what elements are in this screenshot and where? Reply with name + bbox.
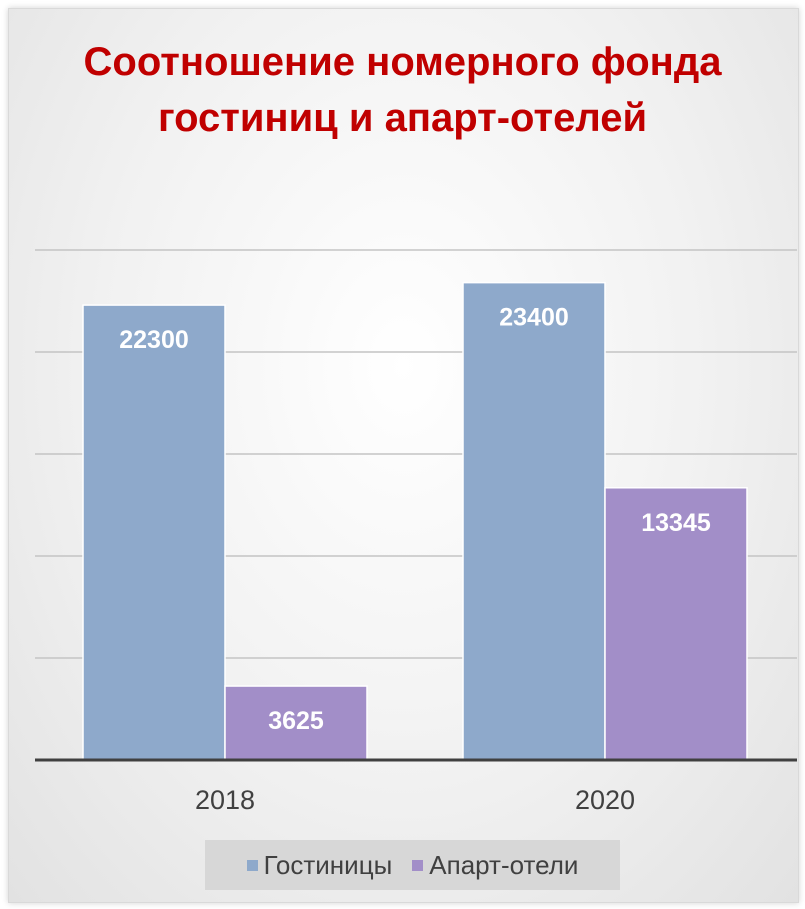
bar (462, 281, 606, 761)
legend-item-apart-hotels: Апарт-отели (412, 850, 578, 881)
chart-title: Соотношение номерного фонда гостиниц и а… (83, 40, 722, 140)
legend-item-hotels: Гостиницы (246, 849, 393, 881)
bar (604, 487, 748, 761)
data-label: 13345 (641, 509, 711, 537)
bar (82, 304, 226, 761)
legend: Гостиницы Апарт-отели (205, 840, 620, 890)
x-tick-label: 2018 (195, 785, 255, 815)
data-label: 3625 (268, 707, 324, 735)
legend-label-hotels: Гостиницы (263, 849, 393, 880)
data-label: 22300 (119, 326, 189, 354)
bar (224, 685, 368, 761)
data-label: 23400 (499, 304, 569, 332)
legend-swatch-hotels (246, 859, 258, 871)
legend-label-apart-hotels: Апарт-отели (429, 849, 579, 880)
x-tick-label: 2020 (575, 785, 635, 815)
legend-swatch-apart-hotels (412, 859, 424, 871)
